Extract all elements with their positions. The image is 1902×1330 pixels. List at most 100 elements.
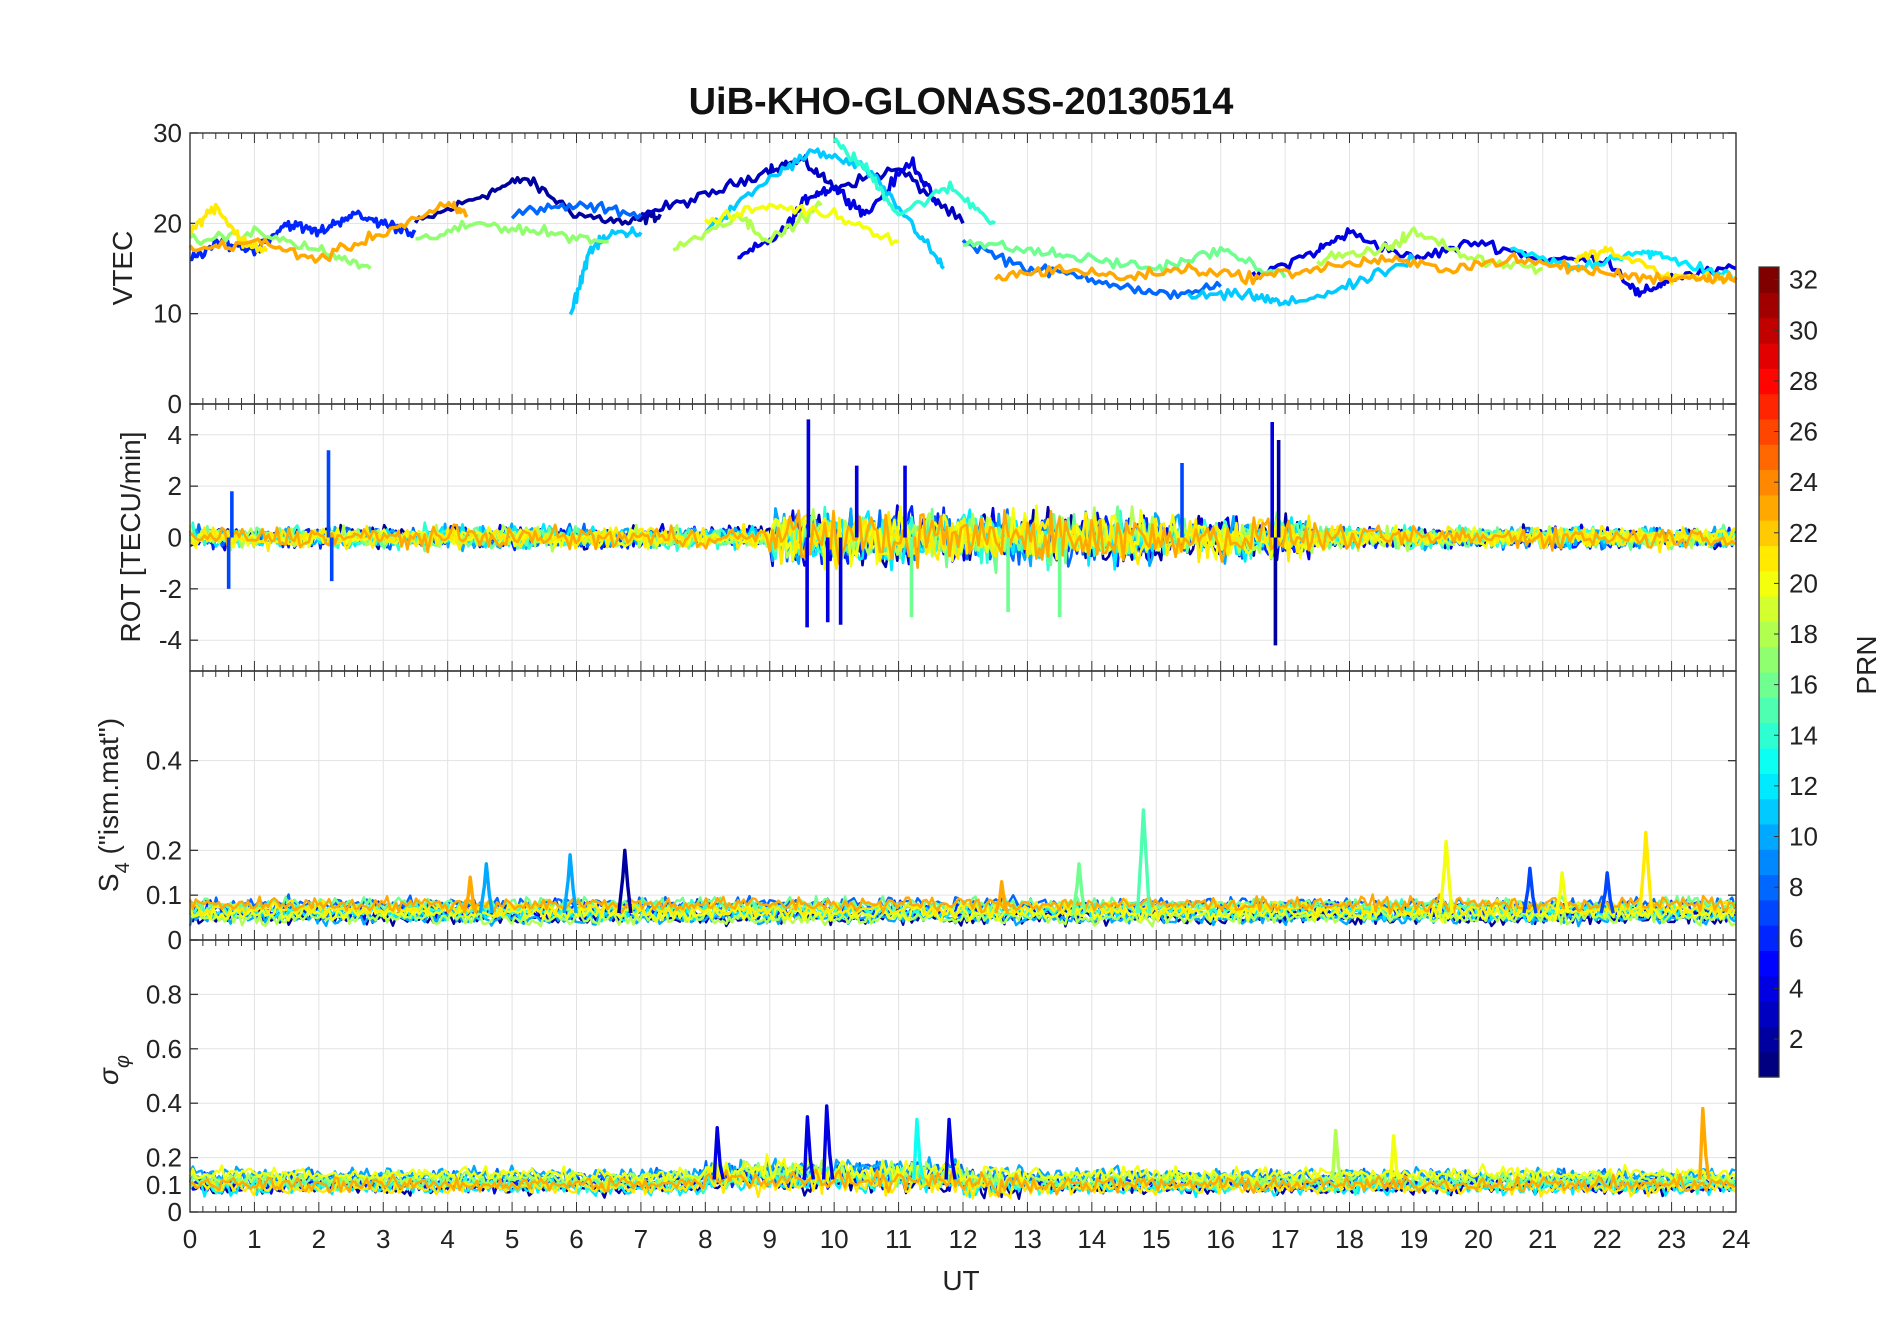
colorbar-cell-prn-32 [1759,267,1779,293]
x-tick-label: 10 [820,1224,849,1254]
y-tick-label: 0 [168,925,182,955]
x-tick-label: 16 [1206,1224,1235,1254]
vtec-series-prn-18 [1316,226,1544,275]
x-tick-label: 13 [1013,1224,1042,1254]
colorbar-cell-prn-5 [1759,950,1779,977]
x-tick-label: 4 [440,1224,454,1254]
x-tick-label: 2 [312,1224,326,1254]
colorbar-cell-prn-28 [1759,368,1779,395]
chart-title: UiB-KHO-GLONASS-20130514 [689,81,1234,123]
colorbar-cell-prn-1 [1759,1051,1779,1078]
y-tick-label: 0.2 [146,1143,182,1173]
colorbar-tick-label: 10 [1789,822,1818,852]
s4-spike [1071,862,1087,914]
colorbar-cell-prn-4 [1759,975,1779,1002]
y-tick-label: 0.6 [146,1034,182,1064]
colorbar-cell-prn-19 [1759,596,1779,622]
y-tick-label: 20 [153,208,182,238]
vtec-series-prn-11 [1187,253,1416,307]
sigma-series-prn-20 [188,1153,1736,1186]
colorbar-cell-prn-14 [1759,722,1779,749]
colorbar-frame [1758,266,1780,1078]
colorbar-tick-label: 16 [1789,670,1818,700]
vtec-series-prn-18 [672,200,823,252]
x-tick-label: 14 [1077,1224,1106,1254]
y-tick-label: -2 [159,574,182,604]
colorbar-tick-label: 8 [1789,872,1803,902]
sigma-spike [1698,1106,1711,1180]
s4-spike [562,853,578,914]
s4-spike [1554,871,1570,914]
sigma-spike [1388,1134,1402,1180]
x-tick-label: 1 [247,1224,261,1254]
vtec-series-prn-12 [1510,246,1737,282]
s4-series-prn-23 [188,893,1737,915]
y-tick-label: 0.2 [146,835,182,865]
colorbar-tick-label: 24 [1789,467,1818,497]
colorbar-tick-label: 22 [1789,518,1818,548]
x-tick-label: 11 [885,1224,912,1254]
x-tick-label: 3 [376,1224,390,1254]
rot-series-prn-23 [189,508,1736,570]
sigma-axes-frame [189,939,1737,1213]
y-tick-label: 10 [153,299,182,329]
s4-spike [1599,871,1615,914]
colorbar-cell-prn-9 [1759,849,1779,876]
vtec-series-prn-21 [189,202,268,254]
colorbar-cell-prn-2 [1759,1026,1779,1053]
colorbar-cell-prn-7 [1759,899,1779,926]
vtec-series-prn-11 [703,147,946,270]
colorbar-cell-prn-8 [1759,874,1779,901]
sigma-spike [1330,1128,1344,1180]
x-tick-label: 19 [1399,1224,1428,1254]
rot-series-prn-21 [189,510,1736,571]
x-tick-label: 12 [949,1224,978,1254]
colorbar-cell-prn-29 [1759,342,1779,369]
colorbar-tick-label: 20 [1789,568,1818,598]
vtec-series-prn-8 [961,239,1223,301]
vtec-series-prn-17 [415,219,609,245]
x-tick-label: 7 [634,1224,648,1254]
x-tick-label: 0 [183,1224,197,1254]
vtec-series-prn-4 [737,156,939,260]
panel-vtec: 0 10 20 30 VTEC [107,118,1738,419]
y-tick-label: 0 [168,1197,182,1227]
vtec-series-prn-14 [832,137,997,226]
colorbar-tick-label: 14 [1789,720,1818,750]
x-tick-label: 23 [1657,1224,1686,1254]
x-tick-label: 15 [1142,1224,1171,1254]
colorbar-tick-label: 4 [1789,973,1803,1003]
colorbar-cell-prn-22 [1759,520,1779,547]
colorbar-cell-prn-17 [1759,646,1779,673]
s4-spike [462,875,478,914]
colorbar-cell-prn-16 [1759,672,1779,698]
s4-ylabel: S4 ("ism.mat") [93,718,134,892]
colorbar-cell-prn-13 [1759,747,1779,774]
s4-spike [1135,808,1152,914]
colorbar-cell-prn-3 [1759,1001,1779,1027]
colorbar-cell-prn-20 [1759,570,1779,597]
y-tick-label: 2 [168,471,182,501]
x-tick-label: 17 [1271,1224,1300,1254]
y-tick-label: 0 [168,523,182,553]
vtec-series-prn-17 [188,225,372,270]
vtec-ylabel: VTEC [107,231,138,306]
sigma-spike [712,1125,725,1180]
sigma-ylabel: σφ [93,1055,134,1085]
colorbar-cell-prn-31 [1759,292,1779,319]
y-tick-label: 30 [153,118,182,148]
y-tick-label: 0.4 [146,1088,182,1118]
colorbar-cell-prn-18 [1759,621,1779,648]
colorbar-cell-prn-23 [1759,494,1779,521]
rot-ylabel: ROT [TECU/min] [115,431,146,642]
s4-spike [1522,866,1538,914]
colorbar-cell-prn-24 [1759,469,1779,496]
x-tick-label: 8 [698,1224,712,1254]
y-tick-label: -4 [159,625,182,655]
y-tick-label: 0 [168,389,182,419]
colorbar-cell-prn-15 [1759,697,1779,724]
colorbar-cell-prn-25 [1759,444,1779,471]
y-tick-label: 0.8 [146,979,182,1009]
